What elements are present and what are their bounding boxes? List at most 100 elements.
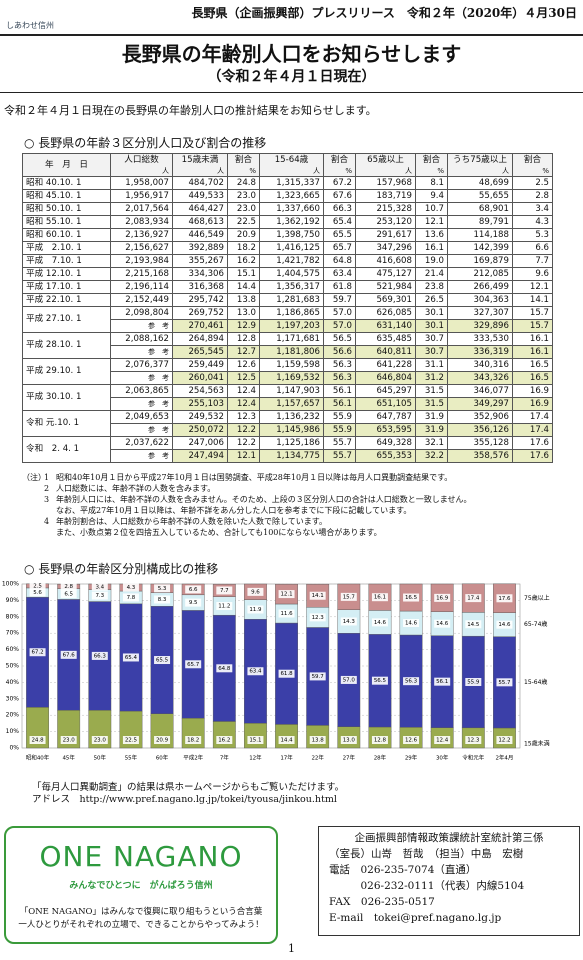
note-number: 3 xyxy=(44,495,50,504)
value-cell: 12.1 xyxy=(512,280,553,294)
value-cell: 12.7 xyxy=(227,345,260,359)
header-cell: 割合 xyxy=(323,153,356,167)
label-box xyxy=(216,601,233,610)
value-cell: 48,699 xyxy=(447,176,513,190)
value-cell: 21.4 xyxy=(415,267,448,281)
value-cell: 31.9 xyxy=(415,423,448,437)
date-cell: 平成 27.10. 1 xyxy=(22,306,111,333)
note-line: 4 年齢別割合は、人口総数から年齢不詳の人数を除いた人数で除しています。 xyxy=(22,516,582,527)
value-cell: 1,186,865 xyxy=(259,306,324,320)
date-cell: 平成 30.10. 1 xyxy=(22,384,111,411)
value-cell: 31.5 xyxy=(415,397,448,411)
contact-line: （室長）山嵜 哲哉 （担当）中島 宏樹 xyxy=(329,848,524,860)
y-tick-label: 50% xyxy=(6,663,20,670)
contact-line: E-mail tokei@pref.nagano.lg.jp xyxy=(329,912,502,924)
value-cell: 30.1 xyxy=(415,319,448,333)
label-box xyxy=(29,581,46,590)
note-line: 2 人口総数には、年齢不詳の人数を含みます。 xyxy=(22,483,582,494)
value-cell: 183,719 xyxy=(355,189,416,203)
reference-row: 参 考 250,072 12.2 1,145,986 55.9 653,595 31.9 35… xyxy=(23,423,553,437)
unit-cell: % xyxy=(415,166,448,177)
value-cell: 651,105 xyxy=(355,397,416,411)
note-text: 年齢別人口には、年齢不詳の人数を含みません。そのため、上段の３区分別人口の合計は… xyxy=(56,495,472,504)
data-row: 令和 2. 4. 1 2,037,622 247,006 12.2 1,125,186 5… xyxy=(22,436,553,463)
value-cell: 9.4 xyxy=(415,189,448,203)
value-cell: 641,228 xyxy=(355,358,416,372)
value-cell: 343,326 xyxy=(447,371,513,385)
value-cell: 347,296 xyxy=(355,241,416,255)
value-cell: 1,404,575 xyxy=(259,267,324,281)
label-box xyxy=(247,587,264,596)
legend-label: 75歳以上 xyxy=(524,594,550,602)
data-row: 昭和 60.10. 1 2,136,927 446,549 20.9 1,398,750… xyxy=(22,228,553,242)
note-text: また、小数点第２位を四捨五入しているため、合計しても100にならない場合がありま… xyxy=(56,528,382,537)
value-cell: 649,328 xyxy=(355,436,416,450)
bar-segment xyxy=(244,723,267,749)
value-cell: 464,427 xyxy=(172,202,228,216)
legend-label: 65-74歳 xyxy=(524,620,547,628)
value-cell: 270,461 xyxy=(172,319,228,333)
header-cell: 割合 xyxy=(512,153,553,167)
data-label: 6.6 xyxy=(189,587,198,593)
label-box xyxy=(434,593,451,602)
unit-cell: % xyxy=(323,166,356,177)
y-tick-label: 90% xyxy=(6,597,20,604)
contact-line: 026-232-0111（代表）内線5104 xyxy=(329,880,525,892)
label-box xyxy=(154,584,171,593)
campaign-logo: ONE NAGANO xyxy=(39,840,243,873)
value-cell: 356,126 xyxy=(447,423,513,437)
value-cell: 31.5 xyxy=(415,384,448,398)
note-line: （注） 1 昭和40年10月１日から平成27年10月１日は国勢調査、平成28年10月… xyxy=(22,472,582,483)
value-cell: 2,152,449 xyxy=(110,293,173,307)
value-cell: 20.9 xyxy=(227,228,260,242)
value-cell: 635,485 xyxy=(355,332,416,346)
subtitle: （令和２年４月１日現在） xyxy=(207,69,376,85)
label-box xyxy=(465,677,482,686)
data-label: 9.6 xyxy=(251,589,260,595)
value-cell: 349,297 xyxy=(447,397,513,411)
link-address: アドレス http://www.pref.nagano.lg.jp/tokei/… xyxy=(32,794,337,805)
label-box xyxy=(60,582,77,591)
data-label: 22.5 xyxy=(125,738,138,744)
date-cell: 平成 22.10. 1 xyxy=(22,293,111,307)
label-box xyxy=(309,736,326,744)
data-label: 12.3 xyxy=(312,615,325,621)
data-row: 平成 7.10. 1 2,193,984 355,267 16.2 1,421,782 6… xyxy=(22,254,553,268)
unit-row: 人人% 人% 人% 人% xyxy=(23,166,553,177)
value-cell: 1,281,683 xyxy=(259,293,324,307)
data-label: 14.4 xyxy=(280,738,293,744)
value-cell: 247,494 xyxy=(172,449,228,463)
value-cell: 23.8 xyxy=(415,280,448,294)
value-cell: 13.6 xyxy=(415,228,448,242)
section-heading: ○ 長野県の年齢区分別構成比の推移 xyxy=(24,562,219,576)
data-label: 56.3 xyxy=(405,679,418,685)
unit-cell: % xyxy=(227,166,260,177)
value-cell: 569,301 xyxy=(355,293,416,307)
label-box xyxy=(91,736,108,744)
x-tick-label: 45年 xyxy=(62,754,75,762)
value-cell: 65.4 xyxy=(323,215,356,229)
value-cell: 56.5 xyxy=(323,332,356,346)
label-box xyxy=(340,675,357,684)
value-cell: 9.6 xyxy=(512,267,553,281)
note-text: 昭和40年10月１日から平成27年10月１日は国勢調査、平成28年10月１日以降… xyxy=(56,473,453,482)
header-cell: うち75歳以上 xyxy=(447,153,513,167)
value-cell: 56.6 xyxy=(323,345,356,359)
label-box xyxy=(216,664,233,673)
x-tick-label: 50年 xyxy=(94,754,107,762)
data-label: 23.0 xyxy=(63,738,76,744)
campaign-line: 「ONE NAGANO」はみんなで復興に取り組もうという合言葉 xyxy=(19,907,263,917)
value-cell: 16.9 xyxy=(512,397,553,411)
data-label: 65.7 xyxy=(187,662,200,668)
label-box xyxy=(403,619,420,628)
value-cell: 2,156,627 xyxy=(110,241,173,255)
label-box xyxy=(216,586,233,595)
header-cell: 年 月 日 xyxy=(22,153,111,177)
date-cell: 平成 2.10. 1 xyxy=(22,241,111,255)
value-cell: 12.3 xyxy=(227,410,260,424)
value-cell: 333,530 xyxy=(447,332,513,346)
header-cell: 15-64歳 xyxy=(259,153,324,167)
data-label: 12.8 xyxy=(374,738,387,744)
reference-row: 参 考 255,103 12.4 1,157,657 56.1 651,105 31.5 34… xyxy=(23,397,553,411)
unit-cell: 人 xyxy=(259,166,324,177)
